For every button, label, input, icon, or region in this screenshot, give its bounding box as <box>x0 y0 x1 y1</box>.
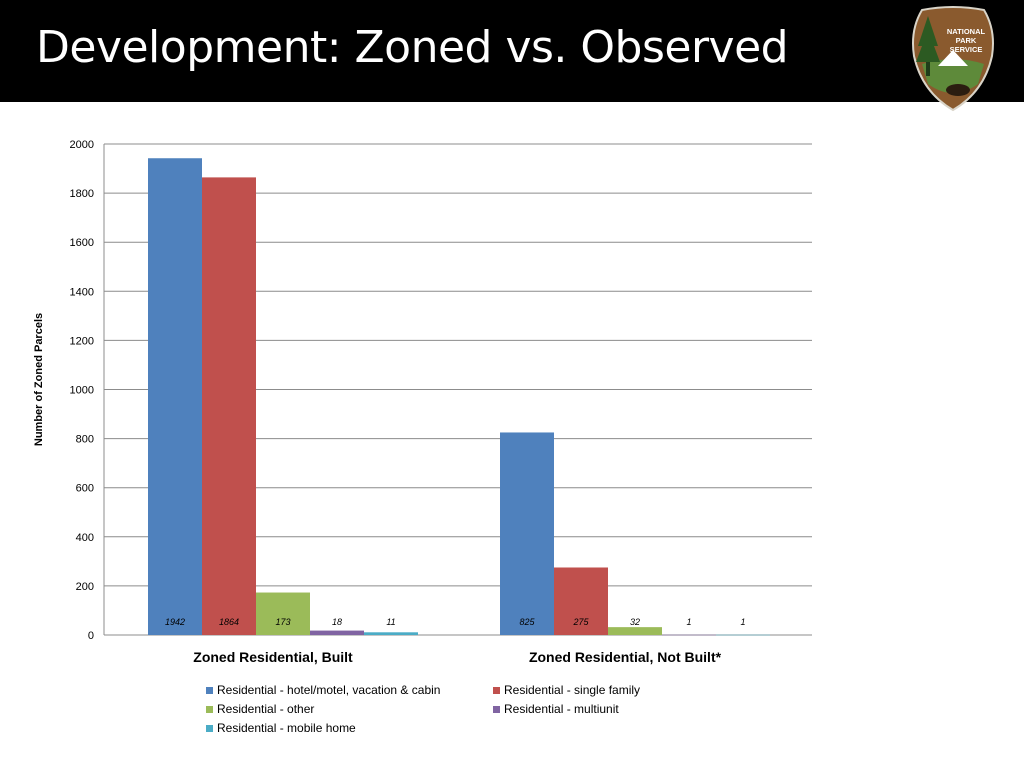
y-axis-ticks: 0 200 400 600 800 1000 1200 1400 1600 1800 2000 <box>70 139 94 642</box>
legend-item: Residential - mobile home <box>206 721 356 735</box>
legend-item: Residential - hotel/motel, vacation & ca… <box>206 683 440 697</box>
legend-label: Residential - other <box>217 702 315 716</box>
x-category-label: Zoned Residential, Not Built* <box>529 649 722 665</box>
slide-title: Development: Zoned vs. Observed <box>36 22 789 73</box>
x-category-label: Zoned Residential, Built <box>193 649 353 665</box>
y-tick-label: 400 <box>76 532 94 544</box>
bars <box>148 158 770 636</box>
legend-swatch <box>206 705 213 713</box>
bar <box>500 432 554 635</box>
title-bar: Development: Zoned vs. Observed <box>0 0 1024 102</box>
bar <box>256 592 310 635</box>
y-tick-label: 1600 <box>70 237 94 249</box>
bar <box>148 158 202 635</box>
y-tick-label: 0 <box>88 630 94 642</box>
y-tick-label: 800 <box>76 434 94 446</box>
bar <box>310 630 364 635</box>
legend-item: Residential - other <box>206 702 314 716</box>
bar <box>716 634 770 636</box>
logo-text-line-1: NATIONAL <box>947 27 986 36</box>
y-tick-label: 2000 <box>70 139 94 151</box>
y-tick-label: 1200 <box>70 335 94 347</box>
bar <box>554 567 608 635</box>
data-label: 275 <box>572 617 589 627</box>
bar <box>364 632 418 635</box>
data-label: 1942 <box>165 617 185 627</box>
nps-arrowhead-logo: NATIONAL PARK SERVICE <box>912 6 994 112</box>
legend-swatch <box>206 724 213 732</box>
data-label: 11 <box>386 617 395 627</box>
data-label: 1864 <box>219 617 239 627</box>
data-label: 173 <box>275 617 290 627</box>
bar <box>202 177 256 635</box>
legend-swatch <box>493 705 500 713</box>
legend-item: Residential - single family <box>493 683 640 697</box>
legend-label: Residential - mobile home <box>217 721 356 735</box>
logo-text-line-3: SERVICE <box>950 45 983 54</box>
y-axis-label: Number of Zoned Parcels <box>33 313 45 446</box>
y-tick-label: 200 <box>76 581 94 593</box>
legend-label: Residential - multiunit <box>504 702 619 716</box>
legend-label: Residential - hotel/motel, vacation & ca… <box>217 683 441 697</box>
bar <box>662 634 716 636</box>
legend-swatch <box>206 686 213 694</box>
y-tick-label: 1800 <box>70 188 94 200</box>
data-labels: 1942 1864 173 18 11 825 275 32 1 1 <box>165 617 746 627</box>
legend-label: Residential - single family <box>504 683 641 697</box>
y-tick-label: 1400 <box>70 286 94 298</box>
bar <box>608 627 662 635</box>
logo-text-line-2: PARK <box>956 36 977 45</box>
data-label: 825 <box>519 617 535 627</box>
legend-swatch <box>493 686 500 694</box>
data-label: 32 <box>630 617 640 627</box>
data-label: 1 <box>740 617 745 627</box>
bar-chart: 0 200 400 600 800 1000 1200 1400 1600 1800 2000 19… <box>33 139 812 665</box>
y-tick-label: 600 <box>76 483 94 495</box>
legend-item: Residential - multiunit <box>493 702 619 716</box>
y-tick-label: 1000 <box>70 385 94 397</box>
data-label: 1 <box>686 617 691 627</box>
data-label: 18 <box>332 617 342 627</box>
category-labels: Zoned Residential, Built Zoned Residentia… <box>193 649 721 665</box>
